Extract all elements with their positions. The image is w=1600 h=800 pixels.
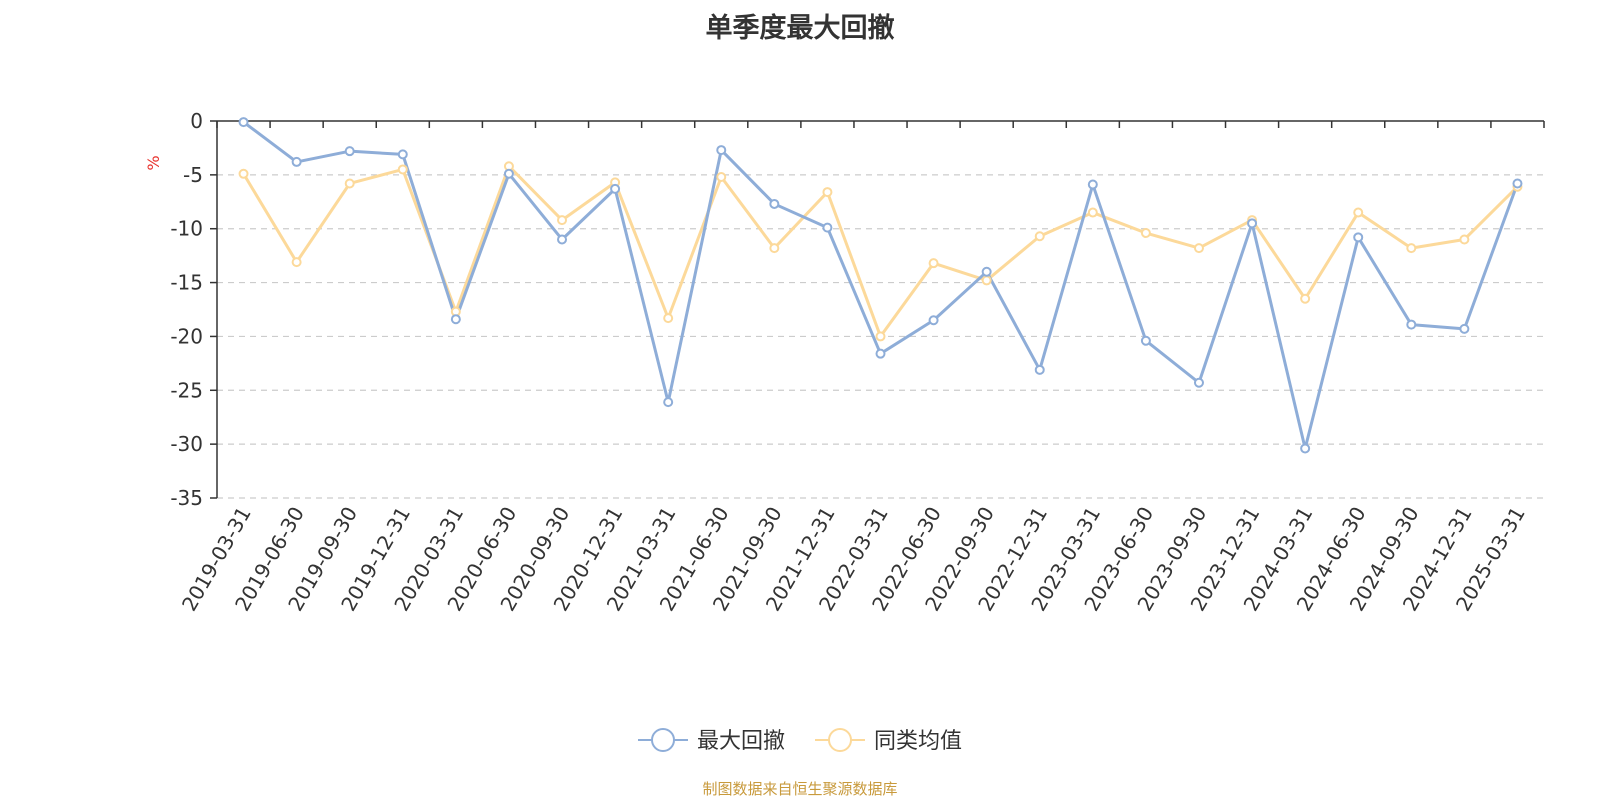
grid-lines (217, 174, 1544, 499)
data-point[interactable] (716, 145, 727, 156)
data-point[interactable] (1034, 231, 1045, 242)
y-tick-label: -30 (170, 432, 203, 456)
y-tick-label: -5 (183, 163, 203, 187)
data-point[interactable] (663, 397, 674, 408)
y-axis-label: % (144, 155, 163, 170)
data-point[interactable] (1459, 323, 1470, 334)
data-point[interactable] (981, 275, 992, 286)
data-point[interactable] (397, 164, 408, 175)
data-point[interactable] (875, 331, 886, 342)
data-point[interactable] (450, 314, 461, 325)
data-point[interactable] (610, 183, 621, 194)
data-point[interactable] (663, 313, 674, 324)
data-point[interactable] (1247, 218, 1258, 229)
data-point[interactable] (769, 243, 780, 254)
data-point[interactable] (875, 348, 886, 359)
y-tick-label: -35 (170, 486, 203, 510)
data-point[interactable] (1512, 178, 1523, 189)
data-point[interactable] (1193, 377, 1204, 388)
y-tick-label: -20 (170, 324, 203, 348)
legend-marker[interactable] (651, 728, 675, 752)
y-tick-label: -10 (170, 217, 203, 241)
data-point[interactable] (928, 258, 939, 269)
data-point[interactable] (822, 222, 833, 233)
chart-title: 单季度最大回撤 (705, 13, 895, 44)
data-point[interactable] (1406, 319, 1417, 330)
legend-label[interactable]: 同类均值 (874, 729, 962, 754)
data-point[interactable] (822, 187, 833, 198)
data-point[interactable] (1087, 207, 1098, 218)
y-tick-label: -15 (170, 271, 203, 295)
legend: 最大回撤 同类均值 (638, 728, 962, 754)
data-source-note: 制图数据来自恒生聚源数据库 (702, 780, 898, 798)
data-point[interactable] (503, 168, 514, 179)
data-point[interactable] (344, 146, 355, 157)
data-point[interactable] (397, 149, 408, 160)
data-point[interactable] (1034, 364, 1045, 375)
data-point[interactable] (557, 215, 568, 226)
data-point[interactable] (928, 315, 939, 326)
data-point[interactable] (716, 172, 727, 183)
data-point[interactable] (1140, 228, 1151, 239)
data-point[interactable] (981, 266, 992, 277)
data-point[interactable] (1300, 443, 1311, 454)
x-tick-labels: 2019-03-312019-06-302019-09-302019-12-31… (177, 503, 1530, 616)
series-line (242, 120, 1519, 450)
data-point[interactable] (1353, 232, 1364, 243)
data-point[interactable] (291, 257, 302, 268)
data-point[interactable] (238, 168, 249, 179)
y-tick-label: 0 (190, 109, 203, 133)
data-point[interactable] (769, 198, 780, 209)
data-point[interactable] (344, 178, 355, 189)
data-point[interactable] (1353, 207, 1364, 218)
y-tick-labels: 0 -5 -10 -15 -20 -25 -30 -35% (144, 109, 203, 510)
data-point[interactable] (557, 234, 568, 245)
data-point[interactable] (291, 156, 302, 167)
data-point[interactable] (1140, 335, 1151, 346)
legend-label[interactable]: 最大回撤 (697, 729, 785, 754)
data-point[interactable] (1300, 293, 1311, 304)
data-point[interactable] (1406, 243, 1417, 254)
axes (210, 120, 1545, 499)
y-tick-label: -25 (170, 378, 203, 402)
data-point[interactable] (238, 117, 249, 128)
data-point[interactable] (1459, 234, 1470, 245)
series-lines (238, 117, 1523, 454)
legend-marker[interactable] (828, 728, 852, 752)
data-point[interactable] (1193, 243, 1204, 254)
data-point[interactable] (1087, 179, 1098, 190)
